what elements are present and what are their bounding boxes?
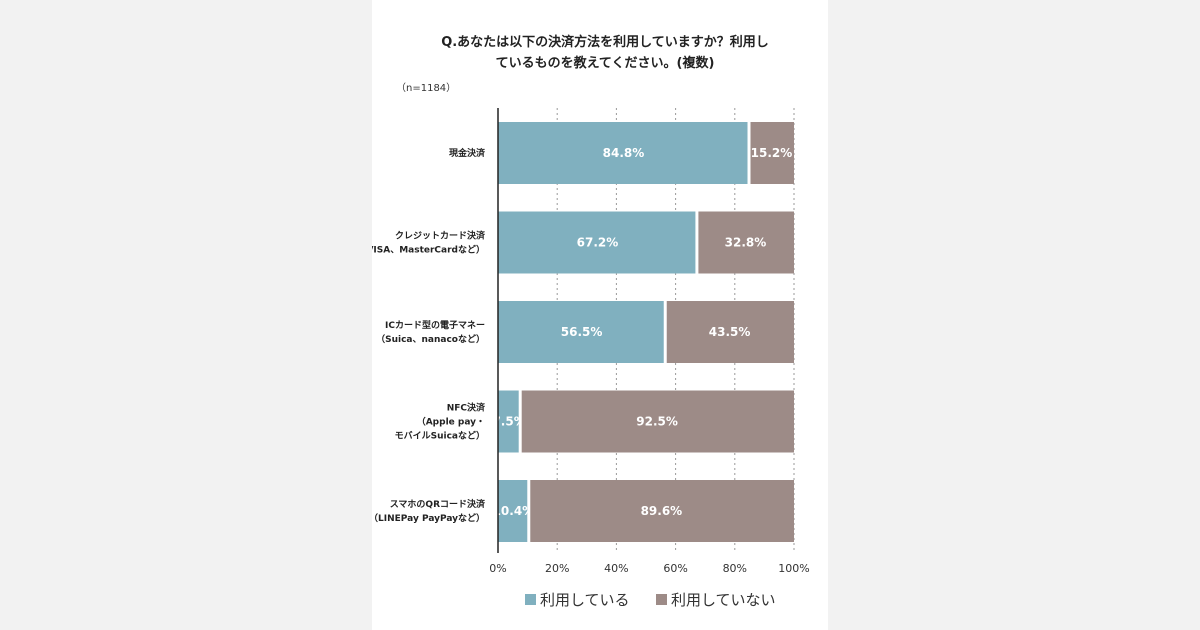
data-label: 89.6% — [641, 504, 683, 518]
grid-layer — [556, 108, 795, 553]
data-label: 56.5% — [561, 325, 603, 339]
chart-title-line-2: ているものを教えてください。(複数) — [496, 55, 715, 71]
x-tick-label: 20% — [545, 562, 569, 575]
data-label: 84.8% — [603, 146, 645, 160]
chart-svg: Q.あなたは以下の決済方法を利用していますか？利用し ているものを教えてください… — [372, 34, 810, 609]
category-label: ICカード型の電子マネー — [385, 319, 485, 331]
legend-swatch — [656, 594, 667, 605]
bar-not-using — [750, 122, 794, 184]
bar-not-using — [521, 390, 794, 453]
x-tick-label: 40% — [604, 562, 628, 575]
data-label: 32.8% — [725, 236, 767, 250]
x-tick-label: 60% — [663, 562, 687, 575]
bar-not-using — [698, 211, 794, 274]
category-label: クレジットカード決済 — [395, 230, 486, 242]
chart-panel: Q.あなたは以下の決済方法を利用していますか？利用し ているものを教えてください… — [372, 0, 828, 630]
data-label: 67.2% — [577, 236, 619, 250]
category-label: モバイルSuicaなど） — [395, 430, 485, 442]
data-label: 15.2% — [751, 146, 793, 160]
bar-not-using — [666, 301, 794, 363]
x-tick-label: 0% — [489, 562, 506, 575]
category-label: NFC決済 — [447, 402, 486, 414]
category-label: スマホのQRコード決済 — [390, 498, 486, 510]
legend-label: 利用している — [540, 591, 630, 609]
data-label: 7.5% — [492, 415, 525, 429]
category-label: （Apple pay・ — [417, 417, 485, 428]
x-tick-label: 80% — [723, 562, 747, 575]
bar-using — [498, 122, 748, 184]
x-axis-ticks: 0% 20% 40% 60% 80% 100% — [489, 562, 809, 575]
data-label: 10.4% — [493, 504, 535, 518]
legend-label: 利用していない — [671, 591, 776, 609]
x-tick-label: 100% — [778, 562, 809, 575]
sample-size-label: （n=1184） — [396, 82, 456, 94]
category-label: （LINEPay PayPayなど） — [372, 512, 485, 524]
bars-layer: 84.8% 15.2% 67.2% 32.8% 56.5% 43.5% 7.5% 92.5% 1… — [492, 122, 794, 542]
bar-using — [498, 301, 664, 363]
bar-using — [498, 390, 519, 453]
bar-not-using — [530, 480, 794, 542]
chart-title-line-1: Q.あなたは以下の決済方法を利用していますか？利用し — [441, 34, 769, 50]
data-label: 92.5% — [636, 415, 678, 429]
bar-using — [498, 480, 528, 542]
category-label: 現金決済 — [449, 147, 486, 159]
legend-swatch — [525, 594, 536, 605]
data-label: 43.5% — [709, 325, 751, 339]
category-label: （Suica、nanacoなど） — [376, 333, 485, 345]
legend: 利用している 利用していない — [525, 591, 776, 609]
category-label: （VISA、MasterCardなど） — [372, 244, 485, 256]
bar-using — [498, 211, 696, 274]
